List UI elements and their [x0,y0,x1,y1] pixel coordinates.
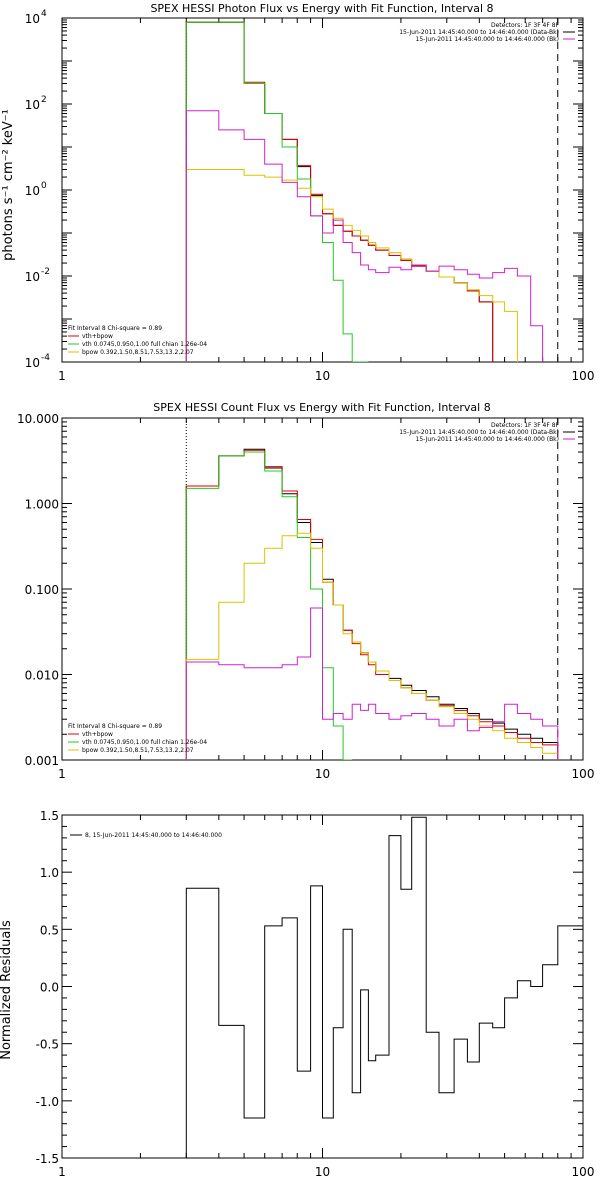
legend-bottom-left-entry: vth 0.0745,0.950,1.00 full chian 1.26e-0… [82,341,207,348]
legend-top-right-entry: Detectors: 1F 3F 4F 8F [491,422,560,429]
y-tick-label: 1.000 [25,498,59,512]
y-tick-label: -1.0 [36,1095,59,1109]
legend-top-right-entry: Detectors: 1F 3F 4F 8F [491,22,560,29]
y-tick-exponent: 4 [41,9,47,19]
photon-flux-panel: SPEX HESSI Photon Flux vs Energy with Fi… [1,2,594,383]
series-bpow [185,532,559,760]
y-tick-label: 0.5 [40,923,59,937]
series-bpow [185,169,518,362]
series-bk [185,110,544,362]
count-flux-title: SPEX HESSI Count Flux vs Energy with Fit… [153,401,490,414]
series-group [185,21,544,362]
series-vth [185,451,353,760]
x-tick-label: 1 [58,1165,66,1179]
count-flux-plot-area: 1 10 100 0.001 0.010 0.100 1.000 10.000 Detector… [17,412,594,781]
x-tick-label: 100 [572,767,595,781]
photon-flux-title: SPEX HESSI Photon Flux vs Energy with Fi… [150,2,493,15]
series-group [185,816,583,1158]
y-tick-label: -1.5 [36,1152,59,1166]
y-tick-exponent: 0 [41,181,47,191]
y-tick-label: 10 [25,184,40,198]
x-tick-label: 100 [572,369,595,383]
legend-bottom-left-entry: vth+bpow [82,333,113,340]
x-tick-label: 10 [315,1165,330,1179]
series-vth-bpow [185,21,494,362]
x-tick-label: 10 [315,767,330,781]
residuals-ylabel: Normalized Residuals [0,920,14,1060]
x-tick-label: 100 [572,1165,595,1179]
residuals-panel: Normalized Residuals 1 10 100 -1.5 -1.0 -0.5 0… [0,809,594,1179]
x-tick-label: 1 [58,369,66,383]
y-tick-label: 10.000 [17,412,59,426]
legend-top-left-entry: 8, 15-Jun-2011 14:45:40.000 to 14:46:40.… [85,832,222,839]
legend-bottom-left-entry: vth 0.0745,0.950,1.00 full chian 1.26e-0… [82,739,207,746]
legend-top-right-entry: 15-Jun-2011 14:45:40.000 to 14:46:40.000… [399,29,559,36]
photon-flux-ylabel: photons s⁻¹ cm⁻² keV⁻¹ [1,109,16,261]
series-group [185,448,559,760]
x-tick-label: 10 [315,369,330,383]
series-data-bk [185,448,559,760]
series-residuals [185,816,583,1158]
legend-bottom-left-entry: Fit Interval 8 Chi-square = 0.89 [68,325,162,332]
y-tick-label: 0.010 [25,669,59,683]
y-tick-exponent: 2 [41,95,47,105]
series-vth [185,21,369,362]
y-tick-label: 10 [25,356,40,370]
legend-top-right-entry: 15-Jun-2011 14:45:40.000 to 14:46:40.000… [416,36,559,43]
y-tick-label: 1.5 [40,809,59,823]
legend-bottom-left-entry: Fit Interval 8 Chi-square = 0.89 [68,723,162,730]
y-tick-exponent: -4 [41,353,50,363]
legend-top-right-entry: 15-Jun-2011 14:45:40.000 to 14:46:40.000… [399,429,559,436]
legend-bottom-left-entry: bpow 0.392,1.50,8.51,7.53,13.2,2.07 [82,349,194,356]
x-tick-label: 1 [58,767,66,781]
y-tick-label: -0.5 [36,1038,59,1052]
series-vth-bpow [185,449,559,760]
count-flux-panel: SPEX HESSI Count Flux vs Energy with Fit… [17,401,594,781]
legend-bottom-left-entry: bpow 0.392,1.50,8.51,7.53,13.2,2.07 [82,747,194,754]
series-data-bk [185,21,494,362]
legend-top-right-entry: 15-Jun-2011 14:45:40.000 to 14:46:40.000… [416,436,559,443]
y-tick-label: 0.0 [40,981,59,995]
y-tick-label: 0.001 [25,754,59,768]
y-tick-label: 10 [25,270,40,284]
y-tick-exponent: -2 [41,267,50,277]
residuals-plot-area: 1 10 100 -1.5 -1.0 -0.5 0.0 0.5 1.0 1.5 8, 15-Jun-… [36,809,595,1179]
y-tick-label: 1.0 [40,866,59,880]
y-tick-label: 10 [25,98,40,112]
y-tick-label: 10 [25,12,40,26]
y-tick-label: 0.100 [25,583,59,597]
legend-bottom-left-entry: vth+bpow [82,731,113,738]
series-bk [185,607,559,760]
